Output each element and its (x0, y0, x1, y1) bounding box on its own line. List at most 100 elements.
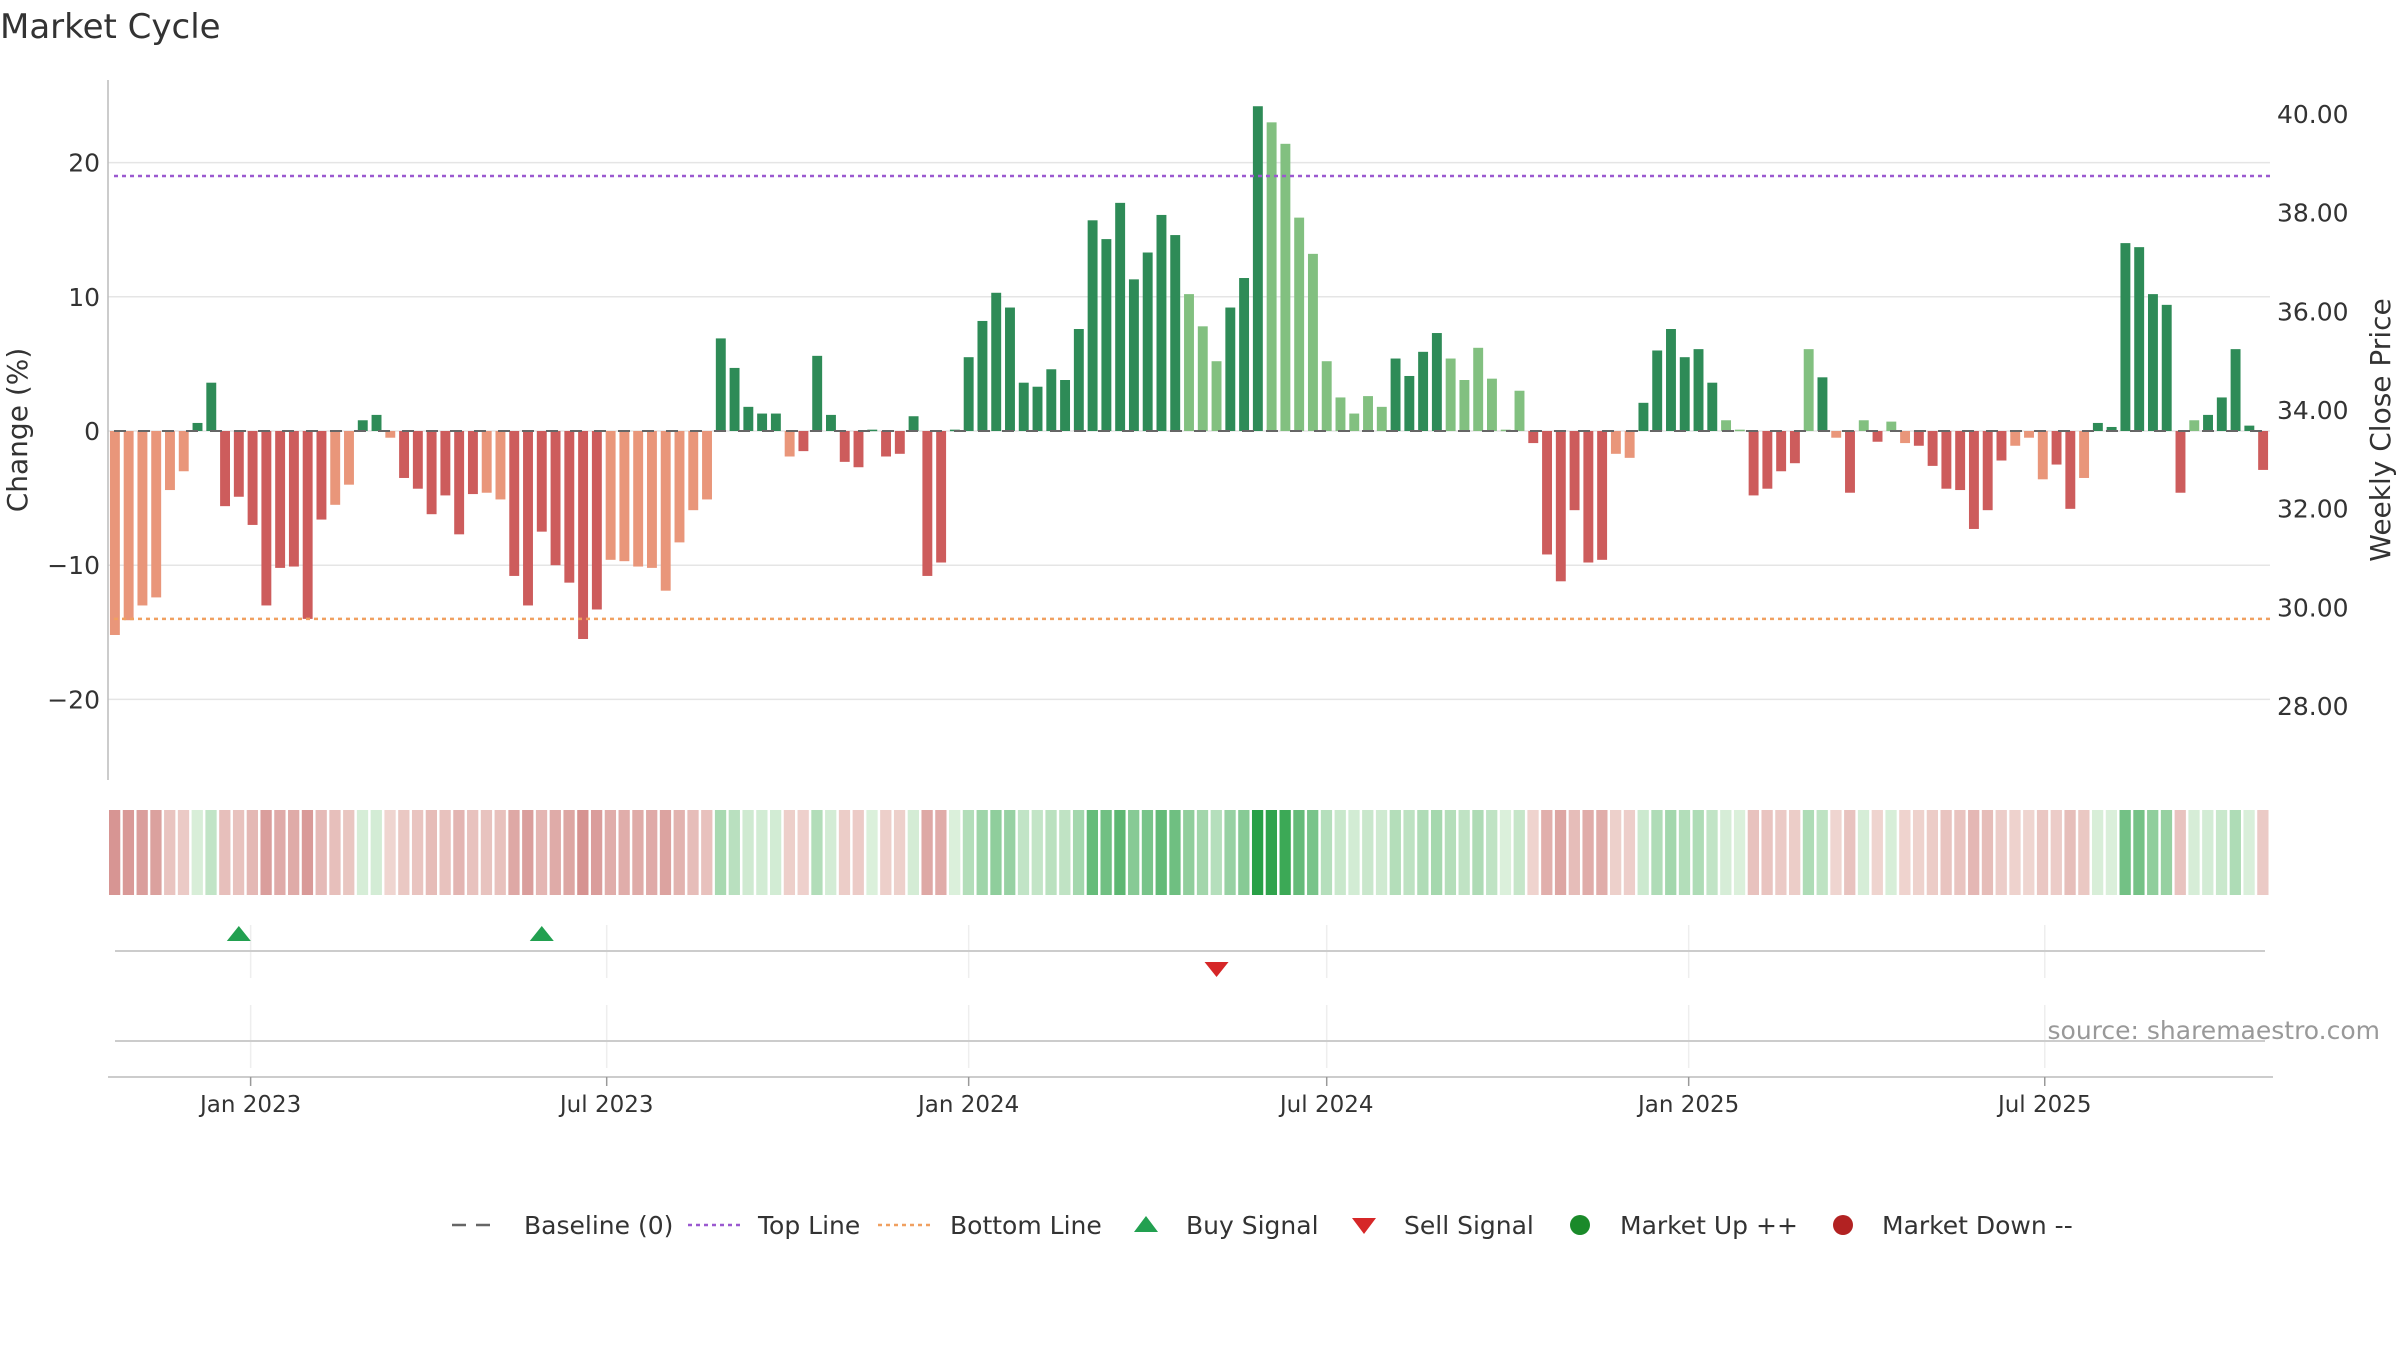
heat-cell (136, 810, 148, 895)
heat-cell (1100, 810, 1112, 895)
heat-cell (714, 810, 727, 895)
heat-cell (2078, 810, 2090, 895)
bar (646, 431, 657, 568)
bar (1968, 431, 1979, 529)
heat-cell (1871, 810, 1883, 895)
heat-cell (1307, 810, 1319, 895)
bar (412, 431, 423, 489)
heat-cell (1348, 810, 1360, 895)
heat-cell (522, 810, 534, 895)
heat-cell (2105, 810, 2118, 895)
heat-cell (384, 810, 396, 895)
heat-cell (1995, 810, 2007, 895)
bar (123, 431, 134, 621)
heat-cell (632, 810, 644, 895)
bar (591, 431, 602, 610)
x-tick-label: Jan 2024 (916, 1092, 1019, 1118)
bar (1418, 351, 1429, 431)
heat-cell (329, 810, 341, 895)
heat-cell (880, 810, 892, 895)
bar (371, 414, 382, 431)
heat-cell (604, 810, 617, 895)
heat-cell (756, 810, 768, 895)
heat-cell (411, 810, 424, 895)
bar (206, 382, 217, 431)
heat-cell (122, 810, 135, 895)
signal-panel (115, 925, 2265, 1068)
bar (1101, 239, 1112, 431)
bar (495, 431, 506, 500)
bar (137, 431, 148, 606)
bar (385, 431, 396, 438)
heat-cell (2009, 810, 2021, 895)
bar (1473, 347, 1484, 431)
heat-cell (866, 810, 878, 895)
bar (605, 431, 616, 560)
heat-cell (2147, 810, 2159, 895)
bar (812, 355, 823, 431)
bar (1500, 429, 1511, 432)
heat-cell (1196, 810, 1209, 895)
bar (1913, 431, 1924, 446)
bar (1666, 329, 1676, 431)
right-axis-label: Weekly Close Price (2364, 298, 2397, 561)
bar (1390, 358, 1401, 431)
bar (1858, 420, 1869, 431)
heat-cell (673, 810, 685, 895)
bar (2203, 414, 2213, 431)
bar (894, 431, 905, 454)
bar (963, 357, 974, 431)
heat-cell (301, 810, 314, 895)
bar (1638, 402, 1649, 431)
heat-cell (2050, 810, 2062, 895)
bar (1087, 220, 1098, 431)
heat-cell (2229, 810, 2241, 895)
heat-cell (1968, 810, 1980, 895)
bar (1307, 253, 1318, 431)
heat-cell (1816, 810, 1828, 895)
left-tick-label: 10 (68, 283, 100, 312)
bar (440, 431, 451, 496)
heat-cell (1499, 810, 1512, 895)
bar (798, 431, 809, 452)
x-tick-label: Jan 2025 (1636, 1092, 1739, 1118)
right-tick-label: 32.00 (2277, 495, 2349, 524)
heat-cell (1899, 810, 1911, 895)
bar (1693, 349, 1704, 431)
bar (2010, 431, 2021, 446)
left-tick-label: −20 (47, 685, 100, 714)
bar (688, 431, 699, 511)
heat-cell (1802, 810, 1815, 895)
heat-cell (494, 810, 506, 895)
left-tick-label: 20 (68, 149, 100, 178)
heat-cell (1114, 810, 1126, 895)
bar (619, 431, 630, 562)
heat-cell (728, 810, 740, 895)
heat-cell (1045, 810, 1057, 895)
legend-sell-label: Sell Signal (1404, 1211, 1534, 1240)
heat-cell (1706, 810, 1718, 895)
bar (536, 431, 547, 532)
bar (302, 431, 313, 619)
bar (509, 431, 520, 576)
x-tick-label: Jan 2023 (198, 1092, 301, 1118)
heat-cell (439, 810, 451, 895)
heat-cell (1472, 810, 1484, 895)
bar (1060, 380, 1071, 431)
legend-bottom-line-label: Bottom Line (950, 1211, 1102, 1240)
heat-cell (1610, 810, 1622, 895)
bar (1486, 378, 1497, 431)
heat-cell (838, 810, 851, 895)
heat-cell (1155, 810, 1167, 895)
chart-title: Market Cycle (0, 7, 221, 47)
heat-cell (907, 810, 919, 895)
heat-cell (150, 810, 162, 895)
bar (1721, 420, 1732, 431)
heat-cell (1265, 810, 1278, 895)
heat-cell (1238, 810, 1250, 895)
heat-cell (1623, 810, 1636, 895)
heat-cell (1844, 810, 1856, 895)
heat-cell (2160, 810, 2173, 895)
heat-cell (949, 810, 961, 895)
